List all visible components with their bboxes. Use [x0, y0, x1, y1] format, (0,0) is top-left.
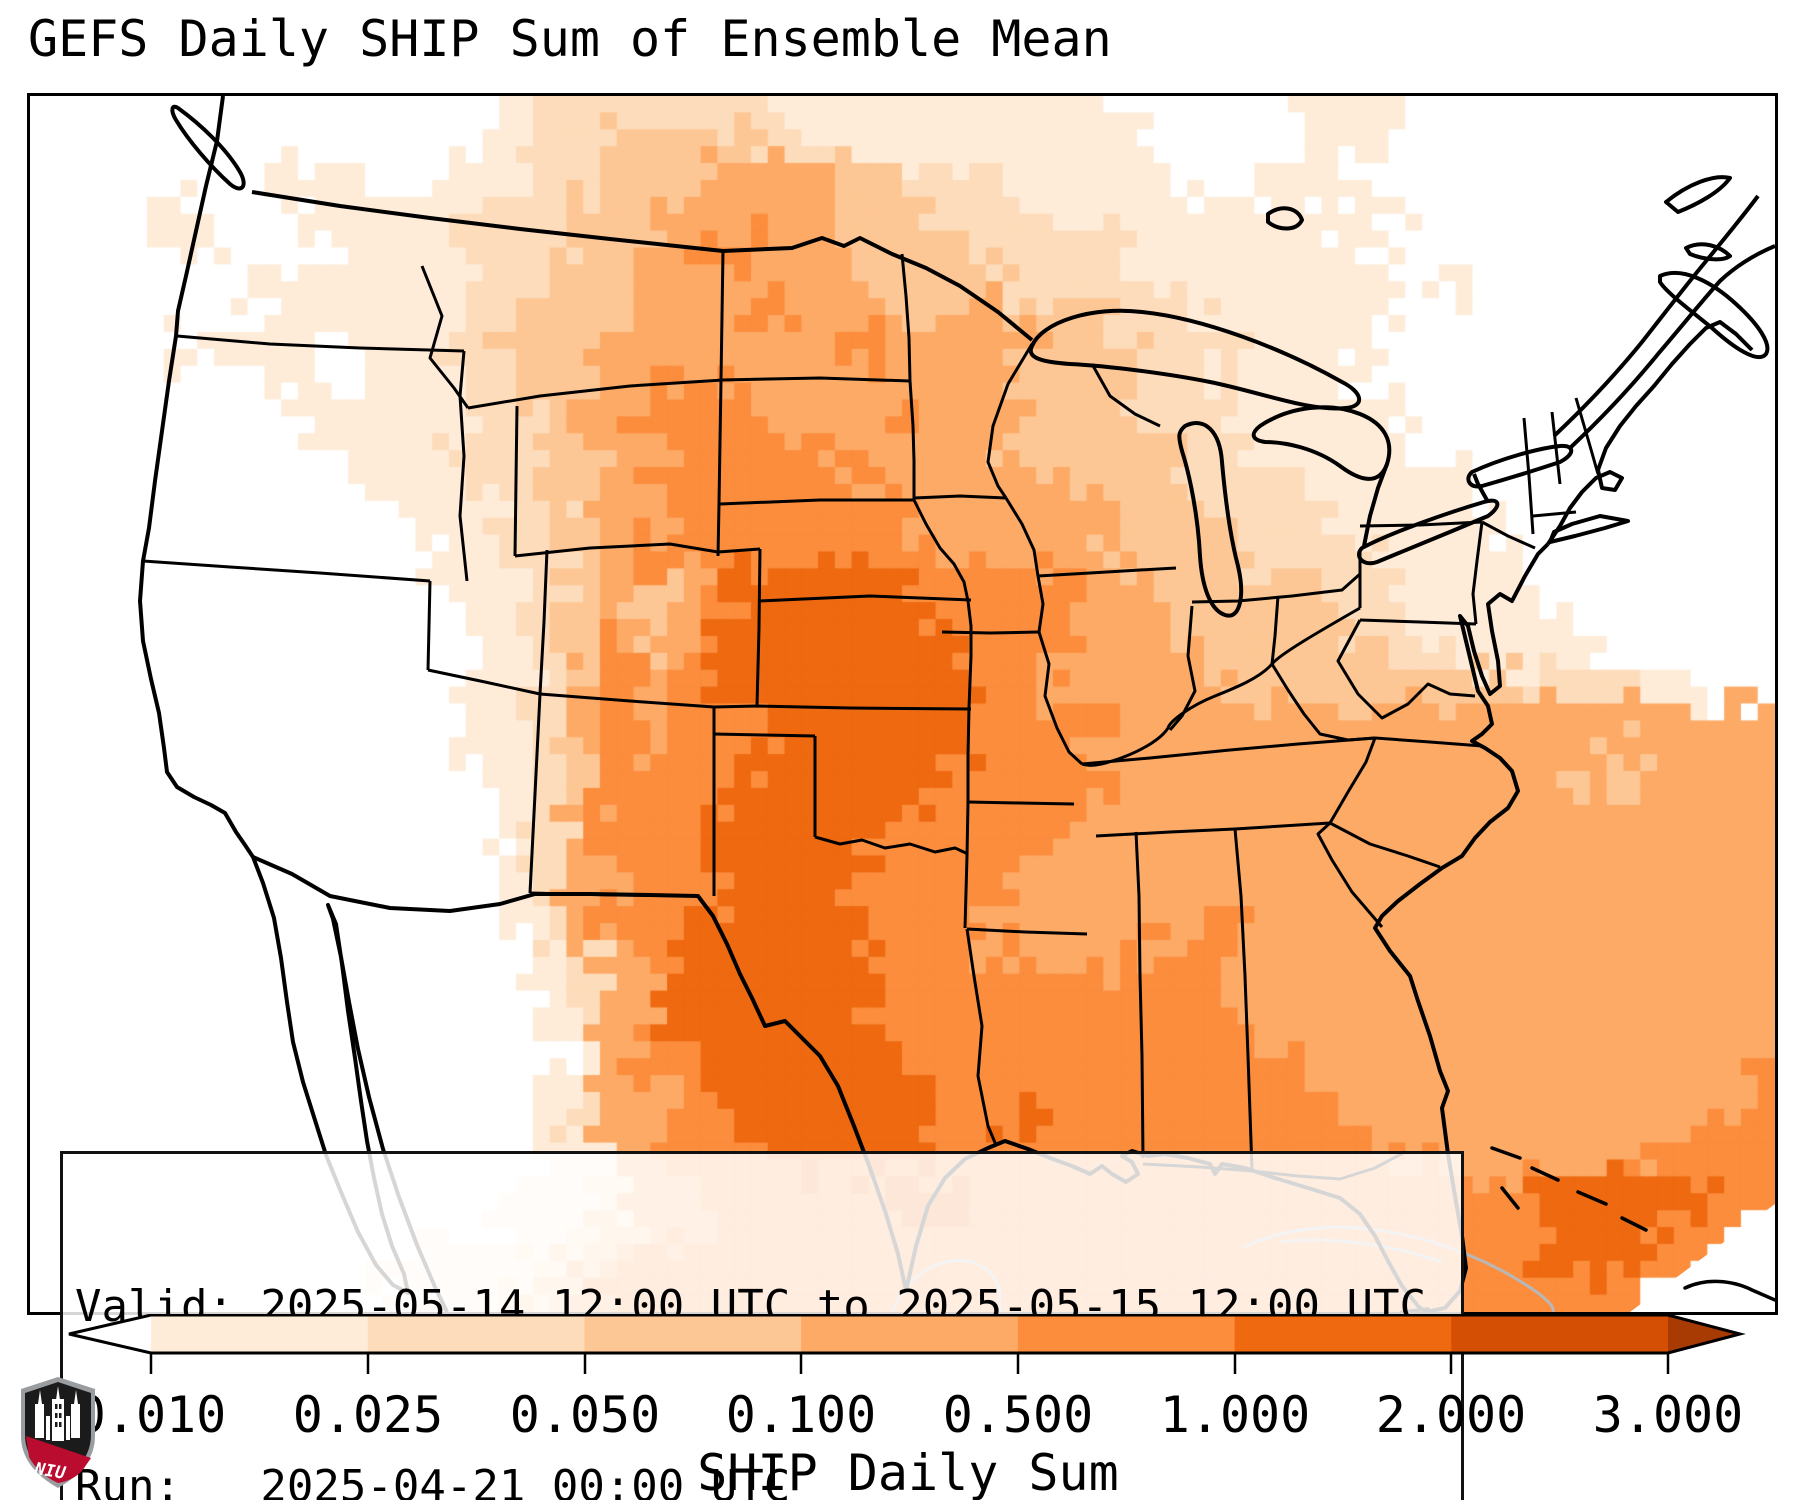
vancouver-island	[170, 104, 246, 191]
colorbar-ticks	[149, 1353, 1670, 1374]
niu-castle-windows	[55, 1404, 62, 1427]
niu-castle-icon	[35, 1386, 80, 1441]
tick-label-6: 2.000	[1375, 1386, 1527, 1444]
canada-border-west	[251, 190, 1034, 342]
niu-logo: NIU	[21, 1377, 95, 1488]
tick-label-3: 0.100	[725, 1386, 877, 1444]
st-lawrence-north	[1552, 194, 1760, 438]
mexico-border	[252, 855, 908, 1291]
ship-heatmap-canvas	[30, 96, 1775, 1312]
new-england-coast	[1546, 320, 1754, 546]
state-borders	[142, 250, 1600, 1181]
map-panel: Valid: 2025-05-14 12:00 UTC to 2025-05-1…	[27, 93, 1778, 1500]
lake-erie	[1357, 498, 1500, 566]
lake-ontario	[1466, 443, 1574, 489]
lake-michigan	[1177, 421, 1244, 618]
tick-label-1: 0.025	[292, 1386, 444, 1444]
st-lawrence-south	[1568, 244, 1775, 450]
colorbar-caption: SHIP Daily Sum	[697, 1444, 1119, 1500]
lake-huron	[1251, 405, 1392, 481]
pacific-baja-mexico-coast	[138, 96, 449, 1312]
tick-label-7: 3.000	[1592, 1386, 1744, 1444]
projection-edge-notch	[1630, 1204, 1775, 1312]
niu-shield-red-band	[26, 1436, 91, 1483]
colorbar	[68, 1314, 1746, 1374]
run-line: Run: 2025-04-21 00:00 UTC	[75, 1461, 791, 1500]
prince-edward-island	[1684, 242, 1732, 262]
tick-label-4: 0.500	[942, 1386, 1094, 1444]
page-title: GEFS Daily SHIP Sum of Ensemble Mean	[28, 10, 1112, 68]
niagara-connector	[1472, 473, 1490, 503]
nova-scotia	[1658, 270, 1770, 360]
tick-label-5: 1.000	[1159, 1386, 1311, 1444]
tick-label-0: 0.010	[75, 1386, 227, 1444]
anticosti-island	[1664, 175, 1732, 214]
st-clair-connector	[1362, 463, 1389, 547]
coastlines	[138, 96, 1775, 1312]
niu-logo-text: NIU	[32, 1459, 67, 1484]
florida-atlantic-coast	[1373, 542, 1550, 1312]
tick-label-2: 0.050	[509, 1386, 661, 1444]
lake-superior	[1028, 308, 1361, 411]
map-borders-overlay	[138, 96, 1775, 1312]
lake-nipigon	[1266, 206, 1304, 231]
colorbar-segments	[69, 1315, 1740, 1353]
